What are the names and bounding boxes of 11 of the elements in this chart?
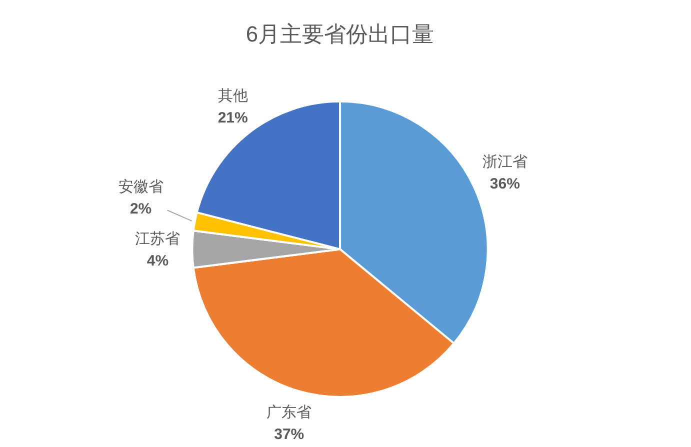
data-label: 2% — [130, 200, 152, 218]
data-label: 21% — [218, 109, 248, 126]
slice-label: 浙江省 — [482, 153, 528, 170]
slice-label: 江苏省 — [135, 230, 180, 248]
data-label: 4% — [146, 252, 169, 270]
slice-label: 安徽省 — [118, 178, 164, 196]
chart-title: 6月主要省份出口量 — [246, 21, 434, 46]
data-label: 37% — [274, 426, 304, 443]
slice-label: 其他 — [218, 87, 248, 104]
slice-label: 广东省 — [266, 404, 312, 421]
data-label: 36% — [490, 175, 520, 192]
